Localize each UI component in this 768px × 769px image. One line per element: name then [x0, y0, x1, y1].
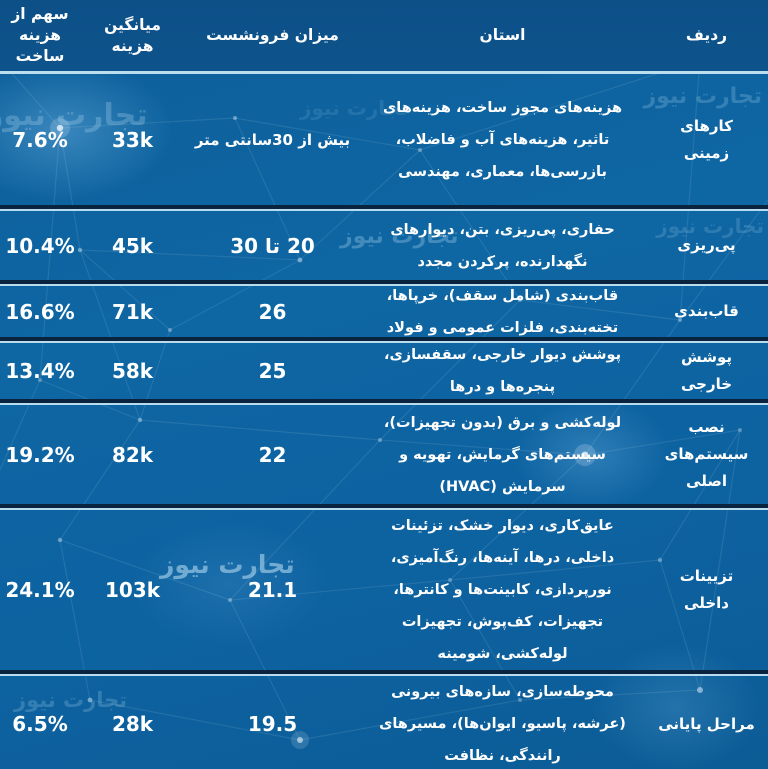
- row-average-cost: 82k: [111, 442, 154, 467]
- row-subsidence-value: 21.1: [247, 578, 298, 602]
- header-province: استان: [479, 26, 526, 44]
- row-share-percent: 7.6%: [12, 127, 68, 152]
- row-average-cost: 28k: [111, 712, 154, 736]
- row-category-label: تزیینات داخلی: [679, 567, 734, 612]
- header-separator: [0, 71, 768, 74]
- header-subsidence: میزان فرونشست: [206, 26, 339, 44]
- row-category-label: نصب سیستم‌های اصلی: [664, 418, 749, 490]
- table-row: کارهای زمینی هزینه‌های مجوز ساخت، هزینه‌…: [0, 74, 768, 205]
- row-subsidence-value: بیش از 30سانتی متر: [194, 130, 351, 149]
- row-category-label: مراحل پایانی: [658, 714, 755, 733]
- row-average-cost: 33k: [111, 127, 154, 152]
- row-separator: [0, 280, 768, 286]
- row-average-cost: 45k: [111, 233, 154, 258]
- table-row: مراحل پایانی محوطه‌سازی، سازه‌های بیرونی…: [0, 676, 768, 769]
- row-share-percent: 24.1%: [5, 578, 75, 602]
- row-share-percent: 19.2%: [5, 442, 75, 467]
- row-separator: [0, 337, 768, 343]
- table-row: قاب‌بندی قاب‌بندی (شامل سقف)، خرپاها، تخ…: [0, 286, 768, 337]
- row-category-label: کارهای زمینی: [680, 116, 733, 162]
- row-subsidence-value: 22: [258, 442, 287, 467]
- row-category-label: قاب‌بندی: [674, 302, 739, 320]
- row-separator: [0, 205, 768, 211]
- row-share-percent: 10.4%: [5, 233, 75, 258]
- row-subsidence-value: 25: [258, 359, 287, 383]
- table-row: پوشش خارجی پوشش دیوار خارجی، سقفسازی، پن…: [0, 343, 768, 399]
- row-separator: [0, 399, 768, 405]
- row-category-label: پوشش خارجی: [680, 348, 733, 393]
- row-category-label: پی‌ریزی: [677, 236, 736, 254]
- row-activities-text: قاب‌بندی (شامل سقف)، خرپاها، تخته‌بندی، …: [386, 287, 619, 336]
- row-activities-text: عایق‌کاری، دیوار خشک، تزئینات داخلی، دره…: [390, 518, 615, 662]
- row-average-cost: 58k: [111, 359, 154, 383]
- row-average-cost: 103k: [104, 578, 161, 602]
- row-subsidence-value: 20 تا 30: [230, 233, 315, 258]
- row-subsidence-value: 19.5: [247, 712, 298, 736]
- row-activities-text: هزینه‌های مجوز ساخت، هزینه‌های تاثیر، هز…: [382, 99, 623, 180]
- header-row-category: ردیف: [685, 26, 728, 44]
- row-average-cost: 71k: [111, 299, 154, 324]
- header-share-of-construction-cost: سهم از هزینه ساخت: [11, 5, 69, 65]
- row-share-percent: 6.5%: [12, 712, 68, 736]
- table-row: نصب سیستم‌های اصلی لوله‌کشی و برق (بدون …: [0, 405, 768, 504]
- header-average-cost: میانگین هزینه: [104, 15, 161, 55]
- table-row: پی‌ریزی حفاری، پی‌ریزی، بتن، دیوارهای نگ…: [0, 211, 768, 280]
- table-body: کارهای زمینی هزینه‌های مجوز ساخت، هزینه‌…: [0, 74, 768, 769]
- row-share-percent: 16.6%: [5, 299, 75, 324]
- row-subsidence-value: 26: [258, 299, 287, 324]
- row-activities-text: محوطه‌سازی، سازه‌های بیرونی (عرشه، پاسیو…: [379, 684, 626, 764]
- row-activities-text: حفاری، پی‌ریزی، بتن، دیوارهای نگهدارنده،…: [390, 221, 615, 270]
- row-share-percent: 13.4%: [5, 359, 75, 383]
- row-separator: [0, 670, 768, 676]
- table-header-row: ردیف استان میزان فرونشست میانگین هزینه س…: [0, 0, 768, 71]
- row-activities-text: پوشش دیوار خارجی، سقفسازی، پنجره‌ها و در…: [383, 347, 622, 395]
- row-activities-text: لوله‌کشی و برق (بدون تجهیزات)، سیستم‌های…: [383, 414, 622, 495]
- row-separator: [0, 504, 768, 510]
- table-row: تزیینات داخلی عایق‌کاری، دیوار خشک، تزئی…: [0, 510, 768, 670]
